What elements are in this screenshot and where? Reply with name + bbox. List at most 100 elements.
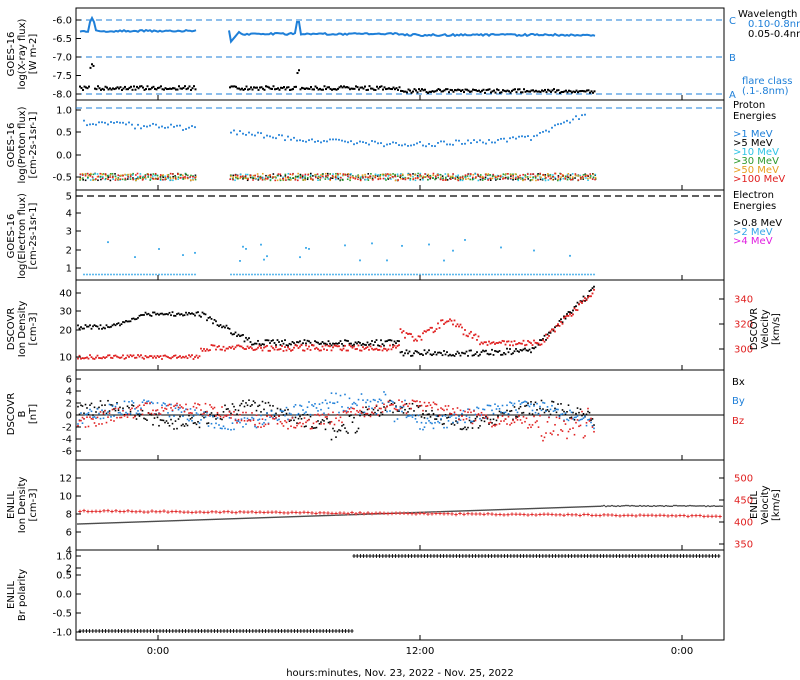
b-black-point [572, 411, 574, 414]
ion-density-point [527, 349, 529, 352]
ion-density-point [327, 340, 330, 343]
xray-short-point [481, 89, 483, 92]
enlil-density-point [133, 521, 135, 523]
proton-1mev-point [398, 144, 400, 146]
xray-short-point [448, 91, 450, 94]
proton-red-point [471, 176, 474, 179]
b-red-point [189, 412, 192, 414]
xray-short-point [418, 88, 420, 91]
ion-density-point [479, 353, 481, 356]
b-black-point [111, 404, 114, 407]
xray-short-point [584, 90, 587, 93]
proton-orange-point [594, 176, 597, 179]
proton-orange-point [320, 174, 322, 176]
b-black-point [230, 412, 232, 415]
b-red-point [210, 406, 213, 408]
enlil-density-point [659, 505, 661, 507]
b-black-point [573, 419, 576, 421]
ion-density-point [110, 325, 112, 328]
enlil-density-point [569, 506, 571, 508]
ion-density-point [513, 350, 516, 353]
b-black-point [186, 424, 189, 427]
ion-density-point [242, 334, 244, 336]
xray-short-point [583, 90, 585, 93]
electron-2mev-point [323, 273, 325, 276]
velocity-point [545, 333, 547, 336]
xray-short-point [272, 85, 275, 88]
proton-green-point [357, 174, 359, 176]
ion-density-point [353, 343, 355, 346]
proton-green-point [289, 176, 291, 179]
b-red-point [276, 422, 279, 425]
ion-density-point [399, 351, 402, 354]
proton-orange-point [297, 172, 299, 175]
b-black-point [243, 405, 246, 408]
enlil-density-point [441, 510, 443, 513]
velocity-point [179, 355, 181, 358]
velocity-point [240, 345, 243, 348]
proton-green-point [121, 178, 124, 181]
proton-red-point [554, 172, 556, 175]
b-red-point [434, 403, 436, 405]
proton-black-point [452, 177, 454, 179]
b-blue-point [218, 424, 220, 426]
ion-density-point [488, 353, 490, 356]
xray-short-point [161, 88, 164, 91]
proton-1mev-point [284, 139, 286, 142]
proton-1mev-point [104, 121, 106, 124]
electron-2mev-point [263, 258, 265, 261]
b-blue-point [305, 411, 307, 413]
b-blue-point [245, 423, 247, 425]
xray-short-point [173, 87, 176, 90]
proton-red-point [154, 172, 157, 175]
electron-2mev-point [386, 273, 388, 276]
b-blue-point [326, 402, 328, 405]
panel-enlil-polarity [78, 554, 721, 633]
enlil-density-point [321, 515, 323, 517]
proton-red-point [184, 176, 186, 178]
proton-1mev-point [146, 125, 148, 128]
electron-2mev-point [314, 273, 316, 276]
b-black-point [267, 401, 270, 404]
proton-orange-point [79, 177, 82, 180]
ion-density-point [134, 318, 136, 321]
xray-short-point [529, 90, 531, 93]
b-blue-point [309, 413, 312, 416]
velocity-point [227, 347, 229, 350]
b-black-point [126, 405, 129, 408]
velocity-point [132, 354, 135, 357]
b-black-point [260, 411, 262, 413]
b-black-point [296, 422, 298, 424]
velocity-point [170, 357, 172, 360]
b-black-point [138, 415, 141, 417]
ion-density-point [191, 312, 193, 315]
panel-frame-enlil-plasma [75, 459, 725, 551]
b-red-point [99, 411, 102, 413]
proton-green-point [539, 173, 541, 176]
proton-1mev-point [359, 140, 361, 143]
ion-density-point [348, 342, 351, 345]
proton-1mev-point [377, 142, 379, 145]
proton-orange-point [485, 173, 487, 175]
velocity-point [552, 328, 555, 331]
enlil-density-point [551, 507, 553, 509]
proton-1mev-point [122, 121, 124, 124]
xray-short-point [116, 86, 119, 89]
enlil-density-point [101, 522, 103, 524]
electron-2mev-point [155, 273, 157, 276]
proton-red-point [517, 176, 520, 178]
xray-short-point [316, 86, 318, 89]
electron-2mev-point [392, 273, 394, 276]
b-black-point [80, 404, 82, 407]
ion-density-point [146, 313, 148, 316]
proton-cyan-point [541, 178, 544, 180]
proton-cyan-point [461, 179, 464, 182]
proton-1mev-point [287, 135, 289, 138]
enlil-density-point [483, 509, 485, 511]
b-red-point [255, 414, 258, 417]
ion-density-point [419, 353, 421, 356]
velocity-point [119, 357, 121, 359]
proton-black-point [376, 175, 379, 177]
ion-density-point [80, 326, 82, 328]
velocity-point [338, 345, 340, 348]
